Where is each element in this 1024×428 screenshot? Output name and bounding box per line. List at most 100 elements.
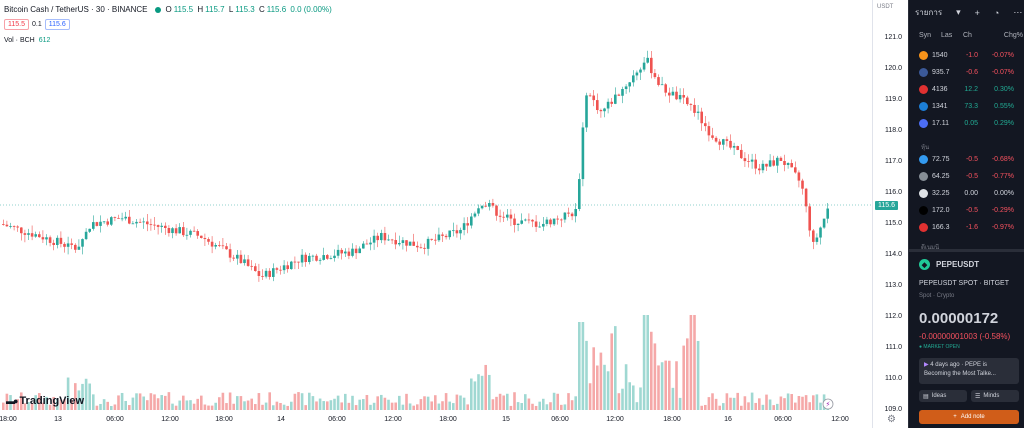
volume-bar — [88, 383, 91, 410]
candle-body — [329, 258, 333, 259]
news-card[interactable]: ▶ 4 days ago · PEPE is Becoming the Most… — [919, 358, 1019, 384]
section-label-stocks[interactable]: หุ้น — [921, 145, 930, 151]
open-label: O — [165, 5, 172, 14]
volume-bar — [462, 397, 466, 410]
volume-bar — [599, 352, 603, 410]
volume-bar — [412, 405, 415, 410]
candle-body — [700, 111, 703, 124]
watchlist-row[interactable]: 1540 -1.0 -0.07% — [919, 48, 1023, 62]
watchlist-row[interactable]: 72.75 -0.5 -0.68% — [919, 152, 1023, 166]
volume-bar — [315, 401, 318, 410]
candle-body — [502, 216, 505, 218]
tradingview-logo[interactable]: ▬● TradingView — [6, 395, 84, 407]
advanced-view-icon[interactable]: ◔ — [993, 7, 1000, 18]
volume-bar — [423, 396, 426, 410]
change-pct: -0.29% — [991, 206, 1014, 214]
chart-area[interactable]: Bitcoin Cash / TetherUS · 30 · BINANCE O… — [0, 0, 872, 428]
candle-body — [610, 101, 613, 104]
volume-bar — [542, 398, 545, 410]
volume-bar — [466, 404, 469, 410]
minds-button[interactable]: ☰ Minds — [971, 390, 1019, 402]
candle-body — [804, 188, 808, 207]
watchlist-name[interactable]: รายการ — [915, 8, 943, 17]
volume-bar — [131, 397, 135, 410]
change: 0.00 — [964, 189, 978, 197]
col-symbol[interactable]: Syn — [919, 32, 932, 39]
candlestick-plot[interactable]: ⚡ — [0, 0, 872, 428]
volume-bar — [621, 388, 624, 410]
candle-body — [617, 94, 621, 96]
candle-body — [419, 247, 423, 249]
price-tick-label: 109.0 — [884, 406, 902, 413]
watchlist-row[interactable]: 4136 12.2 0.30% — [919, 82, 1023, 96]
minds-label: Minds — [983, 393, 1000, 399]
volume-bar — [99, 403, 102, 410]
section-label-indices[interactable]: ดีเนมนี — [921, 245, 940, 251]
last-price: 935.7 — [932, 68, 950, 76]
volume-bar — [329, 400, 333, 410]
col-last[interactable]: Las — [941, 32, 953, 39]
buy-button[interactable]: 115.6 — [44, 19, 70, 30]
chevron-down-icon[interactable]: ▾ — [956, 7, 961, 17]
time-tick-label: 16 — [724, 416, 732, 423]
watchlist-row[interactable]: 17.11 0.05 0.29% — [919, 116, 1023, 130]
watchlist-row[interactable]: 32.25 0.00 0.00% — [919, 186, 1023, 200]
candle-body — [826, 208, 829, 219]
price-tick-label: 111.0 — [885, 344, 902, 351]
watchlist-row[interactable]: 1341 73.3 0.55% — [919, 99, 1023, 113]
volume-bar — [747, 402, 750, 410]
price-axis[interactable]: USDT 121.0 120.0 119.0 118.0 117.0 116.0 115.0… — [872, 0, 908, 428]
volume-bar — [207, 405, 210, 410]
replay-icon: ⚡ — [822, 398, 834, 410]
candle-body — [257, 271, 261, 276]
volume-bar — [218, 397, 221, 410]
volume-bar — [20, 392, 23, 410]
watchlist-row[interactable]: 166.3 -1.6 -0.97% — [919, 220, 1023, 234]
volume-bar — [585, 340, 588, 410]
add-note-button[interactable]: + Add note — [919, 410, 1019, 424]
candle-body — [653, 73, 657, 78]
last-price: 17.11 — [932, 119, 949, 127]
details-symbol[interactable]: PEPEUSDT — [936, 260, 980, 269]
volume-bar — [347, 402, 351, 410]
candle-body — [614, 94, 617, 104]
details-subtitle[interactable]: PEPEUSDT SPOT · BITGET — [919, 280, 1009, 287]
col-change[interactable]: Ch — [963, 32, 972, 39]
candle-body — [344, 251, 347, 254]
more-options-icon[interactable]: ⋯ — [1013, 7, 1023, 17]
currency-label[interactable]: USDT — [877, 4, 894, 10]
volume-bar — [333, 398, 336, 410]
candle-body — [750, 159, 754, 162]
symbol-title[interactable]: Bitcoin Cash / TetherUS · 30 · BINANCE — [4, 5, 148, 14]
market-status: ● MARKET OPEN — [919, 344, 960, 350]
volume-bar — [84, 378, 88, 410]
volume-legend[interactable]: Vol · BCH 612 — [4, 37, 50, 44]
volume-bar — [520, 403, 523, 410]
volume-bar — [146, 400, 149, 410]
candle-body — [462, 223, 466, 230]
candle-body — [138, 221, 142, 223]
symbol-logo-icon — [919, 101, 928, 111]
settings-gear-icon[interactable]: ⚙ — [887, 414, 896, 425]
volume-bar — [405, 393, 408, 410]
candle-body — [106, 221, 109, 225]
candle-body — [196, 231, 199, 236]
watchlist-row[interactable]: 172.0 -0.5 -0.29% — [919, 203, 1023, 217]
volume-bar — [761, 404, 765, 410]
volume-bar — [718, 405, 721, 410]
panel-divider[interactable] — [909, 249, 1024, 252]
sell-button[interactable]: 115.5 — [4, 19, 29, 30]
candle-body — [675, 91, 678, 100]
time-tick-label: 06:00 — [774, 416, 792, 423]
watchlist-row[interactable]: 64.25 -0.5 -0.77% — [919, 169, 1023, 183]
current-price-tag: 115.6 — [875, 201, 898, 210]
col-change-pct[interactable]: Chg% — [1003, 32, 1023, 39]
candle-body — [300, 254, 304, 263]
candle-body — [174, 228, 178, 234]
add-symbol-icon[interactable]: + — [974, 7, 980, 18]
volume-bar — [214, 402, 217, 410]
change-pct: -0.77% — [991, 172, 1014, 180]
ideas-button[interactable]: ▤ Ideas — [919, 390, 967, 402]
watchlist-row[interactable]: 935.7 -0.6 -0.07% — [919, 65, 1023, 79]
volume-bar — [120, 392, 124, 410]
